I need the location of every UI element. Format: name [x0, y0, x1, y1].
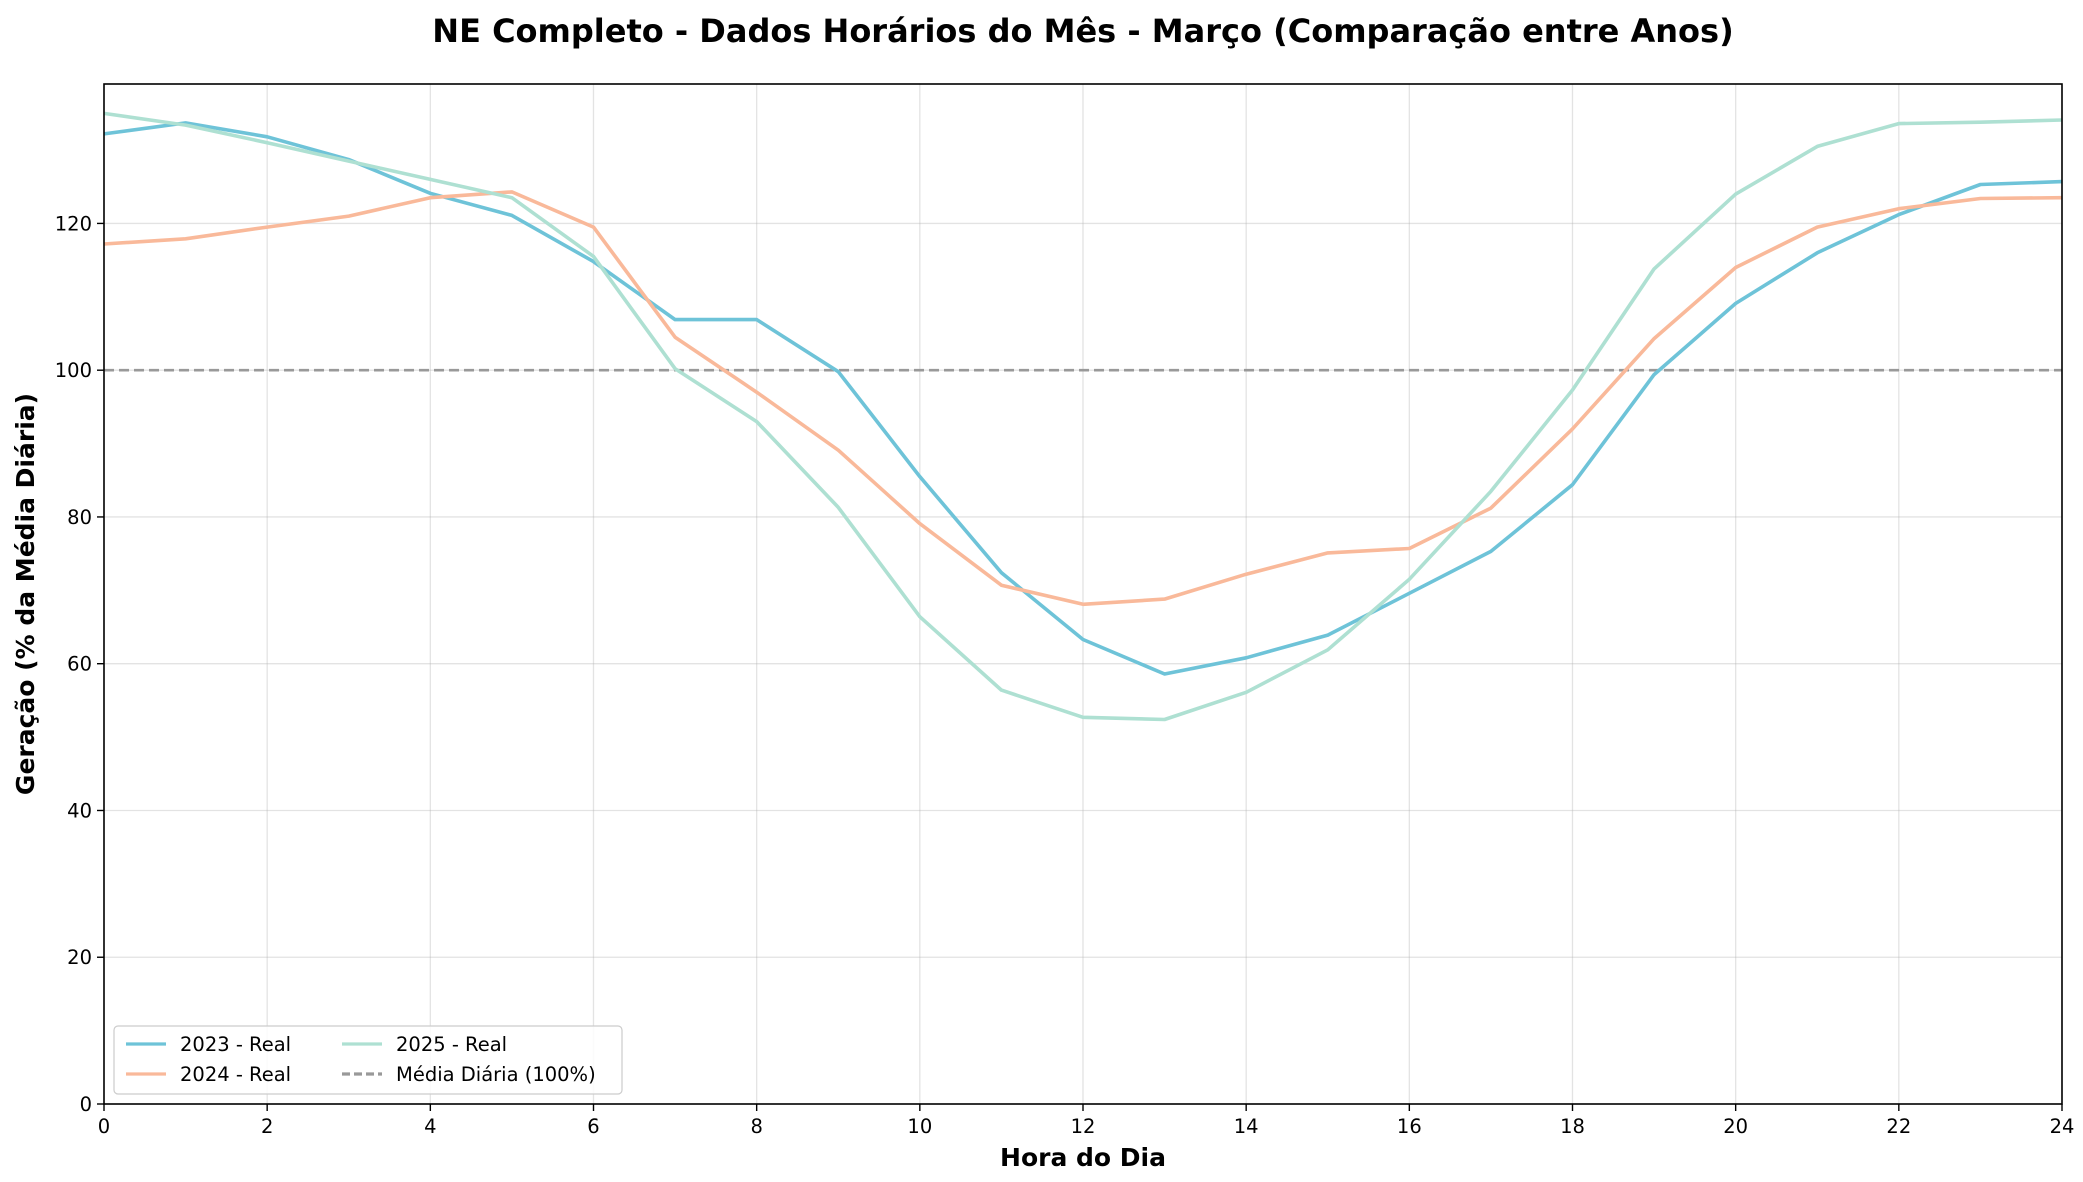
x-tick-label: 22 [1886, 1115, 1911, 1138]
x-tick-label: 14 [1234, 1115, 1259, 1138]
legend: 2023 - Real 2024 - Real 2025 - Real Média D… [113, 1025, 623, 1095]
x-tick-label: 20 [1723, 1115, 1748, 1138]
plot-lines [103, 111, 2063, 722]
x-tick-label: 6 [587, 1115, 599, 1138]
x-tick-label: 0 [98, 1115, 110, 1138]
legend-box [113, 1025, 623, 1095]
y-tick-label: 20 [67, 946, 92, 969]
series-line-2025 [103, 111, 2063, 722]
legend-label: 2024 - Real [180, 1063, 291, 1086]
x-tick-label: 24 [2050, 1115, 2075, 1138]
legend-label: Média Diária (100%) [396, 1063, 596, 1086]
y-tick-label: 120 [55, 212, 92, 235]
x-tick-label: 8 [750, 1115, 762, 1138]
x-tick-label: 4 [424, 1115, 436, 1138]
x-tick-label: 12 [1071, 1115, 1096, 1138]
y-tick-label: 100 [55, 359, 92, 382]
x-tick-label: 2 [261, 1115, 273, 1138]
legend-label: 2023 - Real [180, 1033, 291, 1056]
y-tick-label: 40 [67, 799, 92, 822]
y-tick-label: 60 [67, 653, 92, 676]
series-line-2023 [103, 121, 2063, 676]
x-tick-label: 18 [1560, 1115, 1585, 1138]
y-tick-label: 0 [80, 1093, 92, 1116]
x-tick-label: 16 [1397, 1115, 1422, 1138]
y-tick-label: 80 [67, 506, 92, 529]
x-tick-label: 10 [907, 1115, 932, 1138]
series-line-2024 [103, 190, 2063, 607]
legend-label: 2025 - Real [396, 1033, 507, 1056]
chart-title: NE Completo - Dados Horários do Mês - Ma… [432, 12, 1733, 50]
y-axis-label: Geração (% da Média Diária) [11, 393, 40, 795]
x-axis-label: Hora do Dia [1000, 1143, 1166, 1172]
